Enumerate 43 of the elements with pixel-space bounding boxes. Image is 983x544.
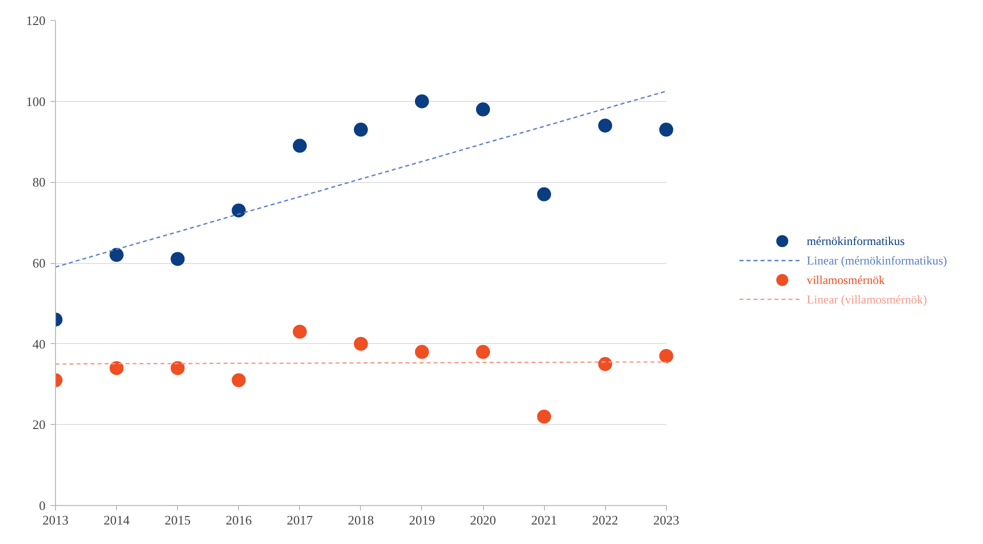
x-tick-label: 2023 [653, 512, 680, 528]
point [232, 203, 246, 218]
y-tick-label: 40 [32, 336, 46, 352]
legend-label: mérnökinformatikus [806, 234, 906, 248]
x-tick-label: 2018 [348, 512, 374, 528]
x-tick-label: 2020 [470, 512, 496, 528]
point [170, 252, 185, 266]
y-tick-label: 80 [32, 174, 46, 190]
point [170, 361, 185, 376]
line-series [56, 90, 667, 268]
x-tick-label: 2021 [531, 512, 558, 528]
point [659, 348, 674, 363]
point [659, 122, 674, 137]
point [476, 102, 490, 116]
x-tick-label: 2015 [164, 512, 191, 528]
x-tick-label: 2016 [226, 512, 252, 528]
text: Linear (villamosmérnök) [806, 292, 928, 306]
text: Linear (mérnökinformatikus) [806, 254, 948, 268]
point [232, 373, 246, 388]
point [598, 118, 612, 133]
x-tick-label: 2019 [408, 512, 435, 528]
y-tick-label: 20 [32, 417, 46, 432]
x-tick-label: 2022 [592, 512, 618, 528]
point [292, 138, 307, 153]
point [110, 248, 124, 262]
x-tick-label: 2014 [104, 512, 130, 528]
y-tick-label: 100 [26, 94, 46, 109]
x-tick-label: 2013 [42, 512, 68, 528]
y-tick-label: 120 [26, 13, 46, 28]
point [598, 357, 612, 372]
x-tick-label: 2017 [286, 512, 314, 528]
point [292, 324, 307, 339]
y-tick-label: 0 [39, 498, 46, 513]
point [414, 344, 429, 359]
point [354, 122, 368, 137]
point [414, 94, 429, 108]
point [476, 344, 490, 359]
point [354, 336, 368, 351]
point [537, 410, 552, 424]
y-tick-label: 60 [32, 256, 46, 270]
point [537, 187, 552, 202]
point [110, 361, 124, 376]
legend-label: villamosmérnök [806, 272, 885, 287]
